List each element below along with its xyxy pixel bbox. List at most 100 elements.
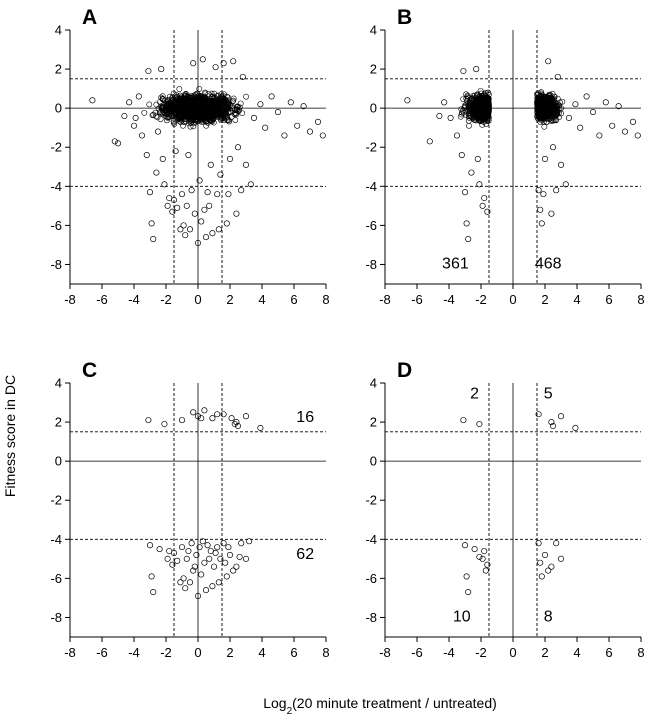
panel-a-point bbox=[135, 93, 142, 100]
panel-c-point bbox=[198, 415, 205, 422]
panel-a-cloud-point bbox=[157, 99, 163, 105]
panel-b-cloud-point bbox=[466, 100, 473, 107]
panel-a-cloud-point bbox=[163, 103, 169, 110]
panel-a-cloud-point bbox=[203, 105, 210, 112]
panel-a-cloud-point bbox=[200, 106, 207, 113]
panel-b-point bbox=[549, 144, 557, 151]
panel-c-point bbox=[225, 544, 232, 551]
panel-a-point bbox=[172, 148, 179, 155]
panel-c-point bbox=[230, 567, 237, 574]
panel-a-cloud-point bbox=[221, 91, 227, 98]
panel-c-point bbox=[226, 551, 234, 558]
panel-a-y-tick-label: -8 bbox=[50, 257, 62, 272]
panel-a-cloud-point bbox=[172, 110, 179, 116]
panel-a-point bbox=[223, 220, 230, 227]
panel-a-cloud-point bbox=[176, 95, 183, 102]
panel-b-cloud-point bbox=[546, 101, 553, 108]
panel-c-point bbox=[186, 579, 194, 586]
panel-b-point bbox=[441, 99, 448, 106]
panel-a-cloud-point bbox=[205, 104, 212, 111]
panel-a-cloud-point bbox=[193, 94, 199, 101]
panel-c-y-tick-label: 0 bbox=[55, 454, 62, 469]
panel-c-count-label: 16 bbox=[296, 409, 314, 426]
panel-c-point bbox=[257, 424, 264, 431]
panel-b-cloud-point bbox=[537, 108, 543, 115]
panel-b-x-tick-label: -2 bbox=[475, 292, 487, 307]
panel-a-cloud-point bbox=[150, 111, 157, 118]
panel-c-point bbox=[174, 557, 181, 564]
panel-b-point bbox=[540, 191, 547, 198]
panel-a-cloud-point bbox=[216, 106, 223, 113]
panel-a-point bbox=[281, 132, 288, 139]
panel-a-y-tick-label: 0 bbox=[55, 101, 62, 116]
panel-b-point bbox=[436, 112, 443, 120]
panel-b-point bbox=[634, 132, 641, 139]
panel-b-x-tick-label: 4 bbox=[573, 292, 580, 307]
panel-d-point bbox=[471, 546, 478, 553]
panel-b-cloud-point bbox=[543, 112, 550, 119]
panel-a-point bbox=[239, 73, 246, 80]
panel-a-cloud-point bbox=[223, 97, 230, 104]
panel-a-y-tick-label: -2 bbox=[50, 140, 62, 155]
panel-a-point bbox=[220, 60, 227, 67]
panel-b-cloud-point bbox=[546, 92, 552, 99]
panel-c-point bbox=[150, 589, 157, 596]
panel-a-point bbox=[177, 226, 184, 233]
panel-a-point bbox=[164, 202, 171, 209]
panel-a-x-tick-label: -8 bbox=[64, 292, 76, 307]
panel-b-cloud-point bbox=[473, 117, 480, 124]
panel-c-point bbox=[234, 422, 242, 430]
panel-b-cloud-point bbox=[463, 95, 470, 102]
panel-a-point bbox=[145, 67, 152, 75]
panel-a-cloud-point bbox=[223, 104, 230, 110]
panel-c-point bbox=[170, 549, 178, 557]
panel-a-point bbox=[182, 232, 189, 239]
panel-c-point bbox=[145, 417, 152, 424]
panel-b-point bbox=[609, 122, 616, 129]
panel-b-point bbox=[465, 236, 472, 243]
panel-d-point bbox=[461, 542, 469, 549]
panel-b-point bbox=[602, 99, 609, 106]
panel-d-x-tick-label: 4 bbox=[573, 645, 580, 660]
panel-b-point bbox=[537, 206, 544, 213]
panel-d-x-tick-label: -4 bbox=[443, 645, 455, 660]
panel-b-y-tick-label: -8 bbox=[365, 257, 377, 272]
panel-d-point bbox=[545, 567, 552, 574]
panel-a-cloud-point bbox=[193, 101, 200, 107]
panel-a-cloud-point bbox=[170, 100, 177, 107]
panel-a-point bbox=[174, 204, 181, 211]
panel-c-point bbox=[215, 579, 222, 586]
panel-b-cloud-point bbox=[543, 96, 550, 103]
panel-a-cloud-point bbox=[183, 116, 190, 123]
panel-a-point bbox=[201, 206, 208, 213]
panel-d-y-tick-label: -2 bbox=[365, 493, 377, 508]
panel-c-point bbox=[204, 542, 211, 549]
panel-b-point bbox=[553, 187, 560, 194]
panel-a-point bbox=[130, 122, 138, 129]
panel-d-x-tick-label: 8 bbox=[637, 645, 644, 660]
panel-a-point bbox=[226, 155, 234, 163]
panel-a-y-tick-label: -4 bbox=[50, 179, 62, 194]
panel-b-point bbox=[572, 101, 579, 108]
panel-a-cloud-point bbox=[187, 123, 194, 130]
panel-b-cloud-point bbox=[538, 94, 545, 101]
panel-b-point bbox=[473, 66, 480, 73]
panel-b-letter: B bbox=[397, 6, 412, 29]
panel-a-cloud-point bbox=[187, 107, 193, 114]
panel-c-point bbox=[196, 544, 203, 551]
panel-c-point bbox=[156, 546, 163, 553]
panel-d-count-label: 8 bbox=[544, 608, 553, 625]
panel-b-point bbox=[615, 103, 622, 110]
panel-a-cloud-point bbox=[196, 85, 203, 92]
panel-a-cloud-point bbox=[213, 93, 220, 100]
panel-c-point bbox=[202, 587, 210, 594]
panel-a-cloud-point bbox=[207, 110, 214, 116]
panel-a-cloud-point bbox=[223, 111, 230, 118]
y-axis-title: Fitness score in DC bbox=[2, 375, 18, 497]
panel-b-cloud-point bbox=[471, 114, 478, 121]
panel-b-cloud-point bbox=[474, 107, 480, 114]
panel-b-cloud-point bbox=[474, 92, 480, 98]
panel-b-cloud-point bbox=[463, 112, 470, 119]
panel-a-cloud-point bbox=[193, 117, 200, 124]
